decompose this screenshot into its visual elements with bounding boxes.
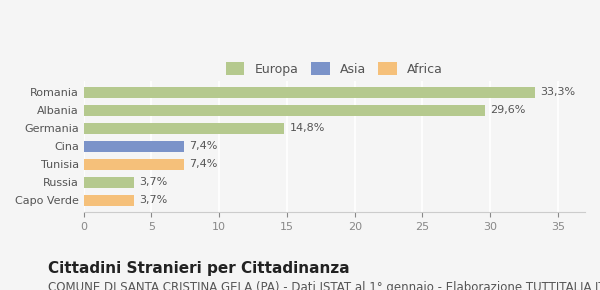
Bar xyxy=(84,105,485,116)
Text: 7,4%: 7,4% xyxy=(190,142,218,151)
Text: 7,4%: 7,4% xyxy=(190,160,218,169)
Bar xyxy=(84,123,284,134)
Text: 29,6%: 29,6% xyxy=(490,106,526,115)
Bar xyxy=(84,159,184,170)
Bar xyxy=(84,87,535,98)
Bar xyxy=(84,195,134,206)
Text: Cittadini Stranieri per Cittadinanza: Cittadini Stranieri per Cittadinanza xyxy=(48,261,350,276)
Bar xyxy=(84,177,134,188)
Legend: Europa, Asia, Africa: Europa, Asia, Africa xyxy=(222,59,447,80)
Text: COMUNE DI SANTA CRISTINA GELA (PA) - Dati ISTAT al 1° gennaio - Elaborazione TUT: COMUNE DI SANTA CRISTINA GELA (PA) - Dat… xyxy=(48,281,600,290)
Bar xyxy=(84,141,184,152)
Text: 3,7%: 3,7% xyxy=(139,177,167,187)
Text: 3,7%: 3,7% xyxy=(139,195,167,205)
Text: 33,3%: 33,3% xyxy=(540,87,575,97)
Text: 14,8%: 14,8% xyxy=(290,124,325,133)
